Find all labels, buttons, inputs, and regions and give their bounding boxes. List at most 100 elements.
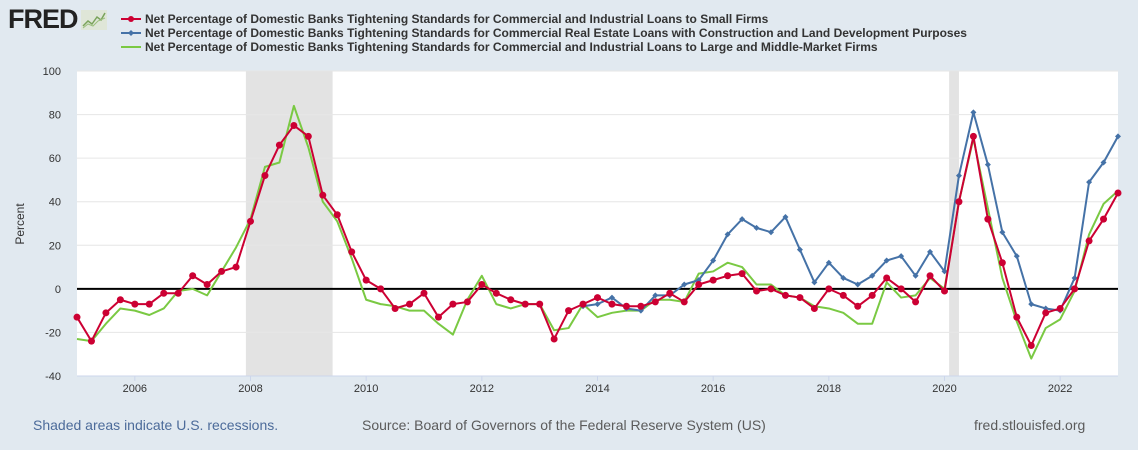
data-point <box>839 291 847 299</box>
data-point <box>1042 309 1050 317</box>
y-tick-label: 0 <box>55 284 61 296</box>
y-tick-label: -40 <box>45 371 61 383</box>
x-tick-label: 2014 <box>585 383 609 395</box>
data-point <box>406 300 414 308</box>
series-group <box>73 104 1122 360</box>
data-point <box>261 172 269 180</box>
y-axis: -40 -20 0 20 40 60 80 100 <box>43 66 61 383</box>
data-point <box>594 294 601 302</box>
data-point <box>651 298 659 306</box>
data-point <box>131 300 139 308</box>
data-point <box>782 213 789 220</box>
data-point <box>594 301 601 308</box>
data-point <box>680 298 688 306</box>
data-point <box>796 294 804 302</box>
legend-item-large-middle-market[interactable]: Net Percentage of Domestic Banks Tighten… <box>121 40 967 54</box>
data-point <box>1071 274 1078 281</box>
series-0 <box>73 121 1122 349</box>
x-tick-label: 2008 <box>238 383 262 395</box>
site-link[interactable]: fred.stlouisfed.org <box>974 417 1086 433</box>
data-point <box>999 229 1006 236</box>
data-point <box>796 246 803 253</box>
data-point <box>854 302 862 310</box>
data-point <box>912 272 919 279</box>
data-point <box>753 287 761 295</box>
data-point <box>781 291 789 299</box>
y-tick-label: 80 <box>49 110 61 122</box>
chart-legend: Net Percentage of Domestic Banks Tighten… <box>121 12 967 54</box>
data-point <box>608 300 616 308</box>
legend-swatch-green-line <box>121 46 141 48</box>
data-point <box>102 309 110 317</box>
data-point <box>362 276 370 284</box>
data-point <box>825 259 832 266</box>
data-point <box>926 272 934 280</box>
data-point <box>710 257 717 264</box>
data-point <box>275 141 283 149</box>
data-point <box>189 272 197 280</box>
data-point <box>883 257 890 264</box>
data-point <box>174 289 182 297</box>
data-point <box>1115 133 1121 140</box>
data-point <box>536 300 544 308</box>
data-point <box>753 224 760 231</box>
data-point <box>420 289 428 297</box>
data-point <box>492 289 500 297</box>
legend-item-small-firms[interactable]: Net Percentage of Domestic Banks Tighten… <box>121 12 967 26</box>
data-point <box>695 281 703 288</box>
y-tick-label: 60 <box>49 153 61 165</box>
data-point <box>449 300 457 308</box>
data-point <box>434 313 442 321</box>
data-point <box>912 298 920 306</box>
data-point <box>1100 159 1107 166</box>
data-point <box>1100 215 1108 223</box>
data-point <box>984 215 992 223</box>
x-tick-label: 2022 <box>1048 383 1072 395</box>
recession-band <box>245 71 333 376</box>
data-point <box>724 231 731 238</box>
data-point <box>883 274 891 282</box>
data-point <box>1028 301 1035 308</box>
data-point <box>116 296 124 304</box>
data-point <box>160 289 168 297</box>
data-point <box>290 121 298 129</box>
data-point <box>652 292 659 299</box>
plot-background <box>77 71 1118 376</box>
data-point <box>391 304 399 312</box>
recession-note: Shaded areas indicate U.S. recessions. <box>33 417 279 433</box>
legend-swatch-red-circle <box>121 16 141 22</box>
data-point <box>203 281 211 288</box>
data-point <box>825 285 833 293</box>
data-point <box>1086 179 1093 186</box>
data-point <box>319 191 327 199</box>
fred-logo-text: FRED <box>8 4 78 34</box>
x-axis: 2006 2008 2010 2012 2014 2016 2018 2020 2022 <box>77 375 1118 395</box>
data-point <box>145 300 153 308</box>
fred-logo[interactable]: FRED <box>8 6 107 33</box>
data-point <box>333 211 341 219</box>
legend-item-cre-construction[interactable]: Net Percentage of Domestic Banks Tighten… <box>121 26 967 40</box>
x-tick-label: 2020 <box>932 383 956 395</box>
data-point <box>579 300 587 308</box>
data-point <box>768 229 774 236</box>
data-point <box>969 132 977 140</box>
data-point <box>232 263 240 271</box>
data-point <box>218 267 226 275</box>
data-point <box>1027 342 1035 349</box>
data-point <box>521 300 529 308</box>
data-point <box>854 281 861 288</box>
x-tick-label: 2010 <box>354 383 378 395</box>
data-point <box>377 285 385 293</box>
y-axis-label: Percent <box>13 203 27 245</box>
data-point <box>608 294 615 301</box>
data-point <box>955 172 962 179</box>
data-point <box>478 281 486 288</box>
legend-label: Net Percentage of Domestic Banks Tighten… <box>145 12 769 26</box>
data-point <box>666 289 674 297</box>
data-point <box>927 248 934 255</box>
legend-label: Net Percentage of Domestic Banks Tighten… <box>145 26 967 40</box>
y-tick-label: 40 <box>49 197 61 209</box>
data-point <box>767 285 775 293</box>
data-point <box>681 281 688 288</box>
